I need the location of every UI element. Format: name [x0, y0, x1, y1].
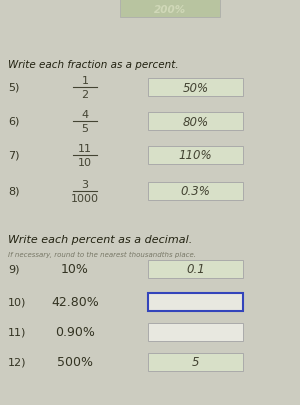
Text: 80%: 80%: [182, 115, 208, 128]
FancyBboxPatch shape: [148, 183, 243, 200]
Text: 2: 2: [81, 90, 88, 100]
Text: 11: 11: [78, 144, 92, 153]
Text: 3: 3: [82, 179, 88, 190]
Text: Write each percent as a decimal.: Write each percent as a decimal.: [8, 234, 192, 244]
Text: 200%: 200%: [154, 5, 186, 15]
Text: 5: 5: [82, 124, 88, 134]
Text: 12): 12): [8, 357, 26, 367]
Text: 1: 1: [82, 76, 88, 86]
Text: Write each fraction as a percent.: Write each fraction as a percent.: [8, 60, 178, 70]
FancyBboxPatch shape: [148, 260, 243, 278]
FancyBboxPatch shape: [148, 293, 243, 311]
Text: 50%: 50%: [182, 81, 208, 94]
FancyBboxPatch shape: [148, 323, 243, 341]
Text: 10%: 10%: [61, 263, 89, 276]
Text: 10): 10): [8, 297, 26, 307]
Text: 42.80%: 42.80%: [51, 296, 99, 309]
Text: 8): 8): [8, 187, 20, 196]
Text: 9): 9): [8, 264, 20, 274]
Text: 0.90%: 0.90%: [55, 326, 95, 339]
FancyBboxPatch shape: [148, 353, 243, 371]
Text: 0.3%: 0.3%: [181, 185, 210, 198]
Text: 6): 6): [8, 117, 20, 127]
Text: 10: 10: [78, 158, 92, 168]
Text: 1000: 1000: [71, 194, 99, 203]
Text: 0.1: 0.1: [186, 263, 205, 276]
Text: 5: 5: [192, 356, 199, 369]
Text: 110%: 110%: [179, 149, 212, 162]
Text: If necessary, round to the nearest thousandths place.: If necessary, round to the nearest thous…: [8, 252, 196, 258]
FancyBboxPatch shape: [148, 113, 243, 131]
Text: 4: 4: [81, 110, 88, 120]
FancyBboxPatch shape: [120, 0, 220, 18]
Text: 5): 5): [8, 83, 20, 93]
FancyBboxPatch shape: [148, 79, 243, 97]
Text: 7): 7): [8, 151, 20, 161]
Text: 11): 11): [8, 327, 26, 337]
FancyBboxPatch shape: [148, 147, 243, 164]
Text: 500%: 500%: [57, 356, 93, 369]
